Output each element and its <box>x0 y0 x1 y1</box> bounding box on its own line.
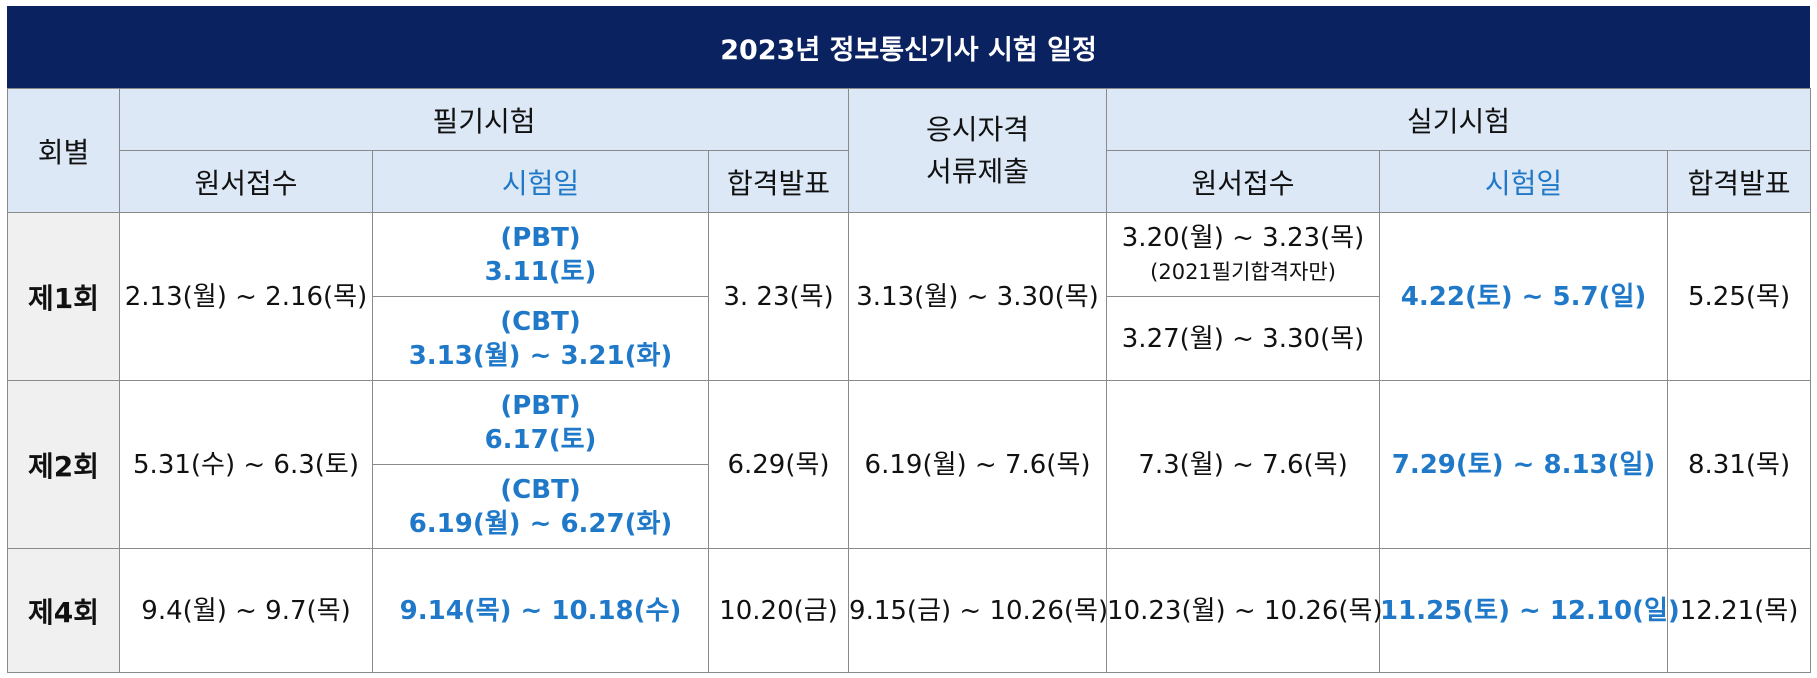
header-docs-line2: 서류제출 <box>926 154 1030 188</box>
header-written-result: 합격발표 <box>707 150 850 213</box>
round-label: 제1회 <box>7 212 120 381</box>
header-written: 필기시험 <box>118 88 850 151</box>
cbt-label: (CBT) <box>500 474 581 505</box>
header-row-1: 회별 필기시험 응시자격 서류제출 실기시험 <box>7 88 1812 213</box>
practical-result: 12.21(목) <box>1667 548 1812 673</box>
pbt-label: (PBT) <box>500 390 581 421</box>
header-practical-apply: 원서접수 <box>1106 150 1381 213</box>
header-docs: 응시자격 서류제출 <box>848 88 1108 213</box>
schedule-table: 회별 필기시험 응시자격 서류제출 실기시험 원서접수 시험일 합격발표 원서접… <box>7 88 1812 673</box>
written-result: 3. 23(목) <box>707 212 850 381</box>
round-label: 제4회 <box>7 548 120 673</box>
practical-apply: 7.3(월) ~ 7.6(목) <box>1106 380 1381 549</box>
practical-apply-b: 3.27(월) ~ 3.30(목) <box>1106 296 1381 381</box>
table-row: 제1회 2.13(월) ~ 2.16(목) (PBT) 3.11(토) 3. 2… <box>7 212 1812 381</box>
cbt-date: 3.13(월) ~ 3.21(화) <box>408 340 673 371</box>
header-practical-result: 합격발표 <box>1667 150 1812 213</box>
practical-exam: 11.25(토) ~ 12.10(일) <box>1379 548 1680 673</box>
written-exam-pbt: (PBT) 3.11(토) <box>372 212 709 297</box>
written-apply: 9.4(월) ~ 9.7(목) <box>119 548 373 673</box>
round-label: 제2회 <box>7 380 120 549</box>
header-row-2: 원서접수 시험일 합격발표 원서접수 시험일 합격발표 <box>8 150 1812 213</box>
header-practical-exam: 시험일 <box>1379 150 1669 213</box>
schedule-container: 2023년 정보통신기사 시험 일정 회별 필기시험 응시자격 서류제출 실기시… <box>7 6 1812 673</box>
docs-period: 9.15(금) ~ 10.26(목) <box>848 548 1108 673</box>
written-exam: 9.14(목) ~ 10.18(수) <box>372 548 709 673</box>
pbt-date: 6.17(토) <box>484 424 597 455</box>
header-practical: 실기시험 <box>1106 88 1812 151</box>
pbt-date: 3.11(토) <box>484 256 597 287</box>
cbt-label: (CBT) <box>500 306 581 337</box>
practical-apply-a: 3.20(월) ~ 3.23(목) (2021필기합격자만) <box>1106 212 1381 297</box>
written-exam-pbt: (PBT) 6.17(토) <box>372 380 709 465</box>
practical-result: 5.25(목) <box>1667 212 1812 381</box>
practical-apply-note: (2021필기합격자만) <box>1150 259 1336 284</box>
practical-apply-a-date: 3.20(월) ~ 3.23(목) <box>1121 222 1365 253</box>
header-written-exam: 시험일 <box>372 150 709 213</box>
table-row: 제2회 5.31(수) ~ 6.3(토) (PBT) 6.17(토) 6.29(… <box>7 380 1812 549</box>
table-row: (CBT) 6.19(월) ~ 6.27(화) <box>8 464 1811 549</box>
header-docs-line1: 응시자격 <box>926 112 1030 146</box>
written-exam-cbt: (CBT) 6.19(월) ~ 6.27(화) <box>372 464 709 549</box>
docs-period: 3.13(월) ~ 3.30(목) <box>848 212 1108 381</box>
table-row: (CBT) 3.13(월) ~ 3.21(화) 3.27(월) ~ 3.30(목… <box>8 296 1811 381</box>
cbt-date: 6.19(월) ~ 6.27(화) <box>408 508 673 539</box>
practical-result: 8.31(목) <box>1667 380 1812 549</box>
written-apply: 2.13(월) ~ 2.16(목) <box>119 212 373 381</box>
practical-apply: 10.23(월) ~ 10.26(목) <box>1106 548 1383 673</box>
written-exam-cbt: (CBT) 3.13(월) ~ 3.21(화) <box>372 296 709 381</box>
header-written-apply: 원서접수 <box>119 150 373 213</box>
docs-period: 6.19(월) ~ 7.6(목) <box>848 380 1108 549</box>
header-round: 회별 <box>7 88 120 213</box>
written-apply: 5.31(수) ~ 6.3(토) <box>119 380 373 549</box>
table-row: 제4회 9.4(월) ~ 9.7(목) 9.14(목) ~ 10.18(수) 1… <box>7 548 1812 673</box>
pbt-label: (PBT) <box>500 222 581 253</box>
written-result: 6.29(목) <box>707 380 850 549</box>
practical-exam: 7.29(토) ~ 8.13(일) <box>1379 380 1669 549</box>
written-result: 10.20(금) <box>707 548 850 673</box>
page-title: 2023년 정보통신기사 시험 일정 <box>7 6 1810 88</box>
practical-exam: 4.22(토) ~ 5.7(일) <box>1379 212 1669 381</box>
